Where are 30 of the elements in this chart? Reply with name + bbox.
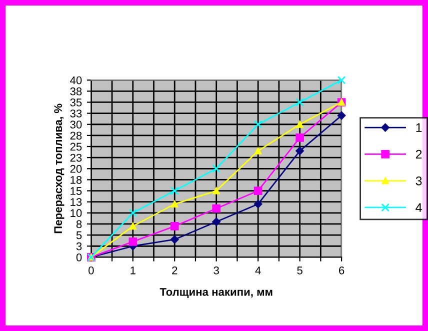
- y-tick-label: 8: [76, 220, 82, 228]
- y-tick-label: 15: [70, 187, 82, 195]
- legend-label: 2: [416, 150, 422, 159]
- y-tick-label: 10: [70, 209, 82, 218]
- legend-label: 4: [416, 203, 422, 212]
- x-tick-label: 2: [172, 266, 178, 274]
- y-tick-label: 0: [76, 253, 82, 262]
- x-tick-label: 3: [214, 266, 219, 274]
- y-tick-label: 18: [70, 176, 82, 184]
- y-tick-label: 3: [76, 242, 82, 250]
- x-tick-label: 5: [297, 266, 302, 274]
- y-tick-label: 35: [70, 98, 82, 106]
- y-tick-label: 28: [70, 132, 82, 140]
- y-tick-label: 23: [70, 154, 82, 162]
- y-tick-label: 40: [70, 76, 82, 84]
- y-tick-label: 38: [70, 87, 82, 96]
- y-tick-label: 30: [70, 120, 82, 129]
- y-tick-label: 33: [70, 110, 82, 118]
- x-tick-label: 4: [255, 266, 261, 274]
- y-axis-title: Перерасход топлива, %: [54, 104, 64, 234]
- y-tick-label: 20: [70, 164, 82, 173]
- x-axis-title: Толщина накипи, мм: [160, 288, 272, 298]
- legend-label: 1: [416, 123, 422, 132]
- x-tick-label: 6: [339, 266, 344, 274]
- y-tick-label: 25: [70, 142, 82, 151]
- y-tick-label: 13: [70, 198, 82, 206]
- x-tick-label: 0: [88, 266, 94, 274]
- legend-label: 3: [416, 176, 422, 186]
- x-tick-label: 1: [130, 266, 136, 274]
- y-tick-label: 5: [76, 231, 82, 240]
